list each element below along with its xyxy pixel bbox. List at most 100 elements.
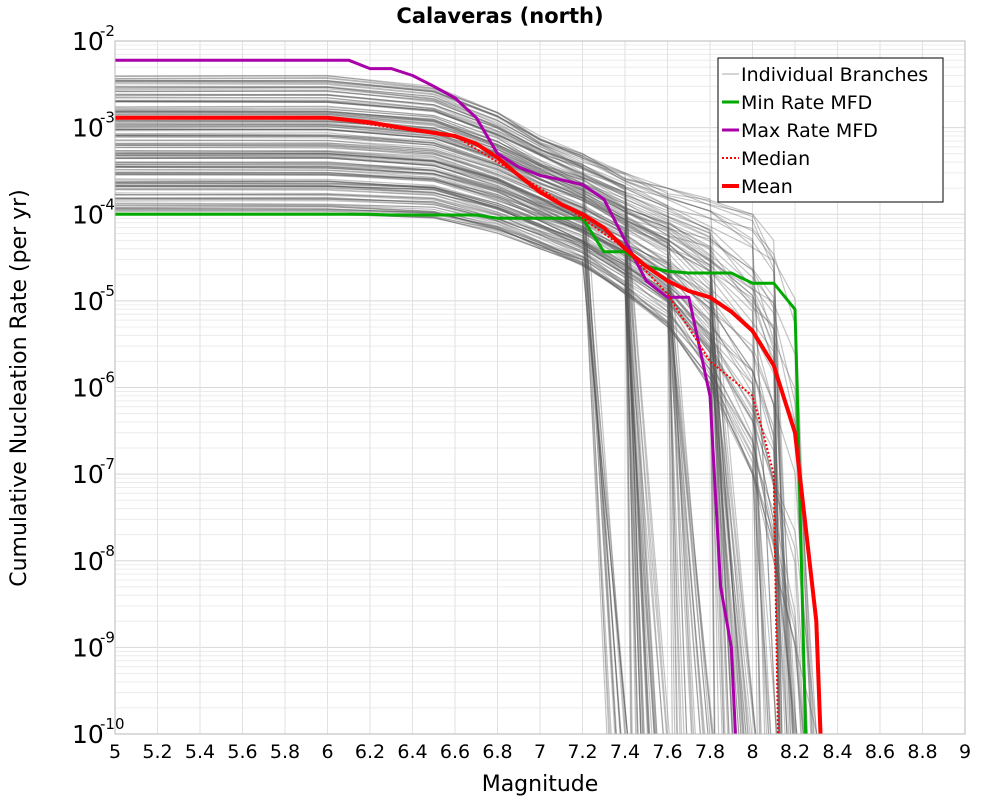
- y-tick-exponent: -6: [100, 369, 115, 387]
- branch-line: [114, 132, 814, 735]
- branch-line: [115, 144, 813, 735]
- branch-line: [114, 90, 792, 735]
- branch-line: [114, 109, 749, 735]
- branch-line: [114, 171, 685, 735]
- branch-line: [114, 197, 642, 735]
- y-tick-exponent: -7: [100, 455, 115, 473]
- branch-line: [114, 83, 618, 735]
- branch-line: [114, 205, 772, 735]
- plot-frame: [114, 40, 966, 735]
- branch-line: [114, 180, 805, 735]
- branch-line: [114, 93, 644, 735]
- branch-line: [114, 202, 628, 735]
- branch-line: [114, 125, 794, 735]
- branch-line: [114, 79, 688, 735]
- series-line-mean: [115, 115, 823, 735]
- x-axis-ticks: 5 5.2 5.4 5.6 5.8 6 6.2 6.4 6.6 6.8 7 7.2 7.4 7.6 7.8 8…: [109, 741, 971, 763]
- chart-title: Calaveras (north): [396, 4, 603, 28]
- branch-line: [114, 163, 622, 735]
- y-tick-exponent: -10: [100, 715, 125, 733]
- branch-line: [114, 179, 747, 735]
- branch-line: [114, 129, 794, 735]
- legend-label-max-rate-mfd: Max Rate MFD: [741, 120, 878, 142]
- x-tick-label: 8: [746, 741, 758, 763]
- branch-line: [114, 184, 656, 735]
- x-tick-label: 8.2: [780, 741, 810, 763]
- branch-line: [115, 114, 664, 735]
- x-tick-label: 7.8: [695, 741, 725, 763]
- x-tick-label: 7.2: [567, 741, 597, 763]
- branch-line: [114, 196, 653, 735]
- branch-line: [114, 134, 673, 735]
- branch-line: [114, 172, 770, 735]
- x-tick-label: 5.2: [142, 741, 172, 763]
- legend-label-mean: Mean: [741, 176, 793, 198]
- y-tick-exponent: -8: [100, 542, 115, 560]
- branch-line: [114, 178, 747, 735]
- branch-line: [114, 189, 796, 735]
- branch-line: [114, 208, 818, 735]
- branch-line: [114, 135, 681, 735]
- y-axis-label: Cumulative Nucleation Rate (per yr): [7, 189, 32, 587]
- branch-line: [114, 166, 650, 735]
- y-tick-base: 10: [72, 374, 104, 403]
- branch-line: [114, 128, 696, 735]
- y-tick-base: 10: [72, 27, 104, 56]
- branch-line: [114, 100, 657, 735]
- x-tick-label: 5.4: [185, 741, 215, 763]
- branch-line: [114, 96, 670, 735]
- branch-line: [114, 198, 804, 735]
- branch-line: [114, 80, 795, 735]
- y-tick-exponent: -9: [100, 628, 115, 646]
- branch-line: [114, 134, 745, 735]
- x-tick-label: 5.6: [227, 741, 257, 763]
- branch-line: [114, 86, 777, 735]
- branch-line: [114, 185, 744, 735]
- branch-line: [115, 169, 632, 735]
- branch-line: [114, 209, 629, 735]
- branch-line: [115, 198, 639, 735]
- x-tick-label: 6.2: [355, 741, 385, 763]
- branch-line: [114, 144, 617, 735]
- branch-line: [114, 101, 781, 735]
- branch-line: [114, 197, 713, 735]
- y-tick-base: 10: [72, 114, 104, 143]
- branch-line: [114, 154, 780, 735]
- branch-line: [114, 94, 781, 735]
- y-tick-exponent: -2: [100, 22, 115, 40]
- branch-line: [114, 93, 644, 735]
- grid: [114, 40, 966, 735]
- branch-line: [114, 86, 617, 735]
- branch-line: [114, 185, 683, 735]
- branch-line: [114, 156, 704, 735]
- branch-line: [114, 173, 611, 735]
- y-tick-base: 10: [72, 200, 104, 229]
- x-tick-label: 8.6: [865, 741, 895, 763]
- series-lines: [115, 58, 823, 735]
- y-tick-base: 10: [72, 547, 104, 576]
- branch-line: [115, 100, 668, 735]
- branch-line: [114, 86, 610, 735]
- branch-line: [114, 180, 786, 735]
- branch-line: [114, 183, 740, 735]
- x-tick-label: 5: [109, 741, 121, 763]
- x-tick-label: 5.8: [270, 741, 300, 763]
- x-tick-label: 8.8: [907, 741, 937, 763]
- branch-line: [114, 101, 733, 735]
- branch-line: [114, 172, 808, 735]
- branch-line: [114, 174, 818, 735]
- branch-line: [114, 134, 761, 735]
- branch-line: [114, 166, 798, 735]
- branch-line: [114, 213, 804, 735]
- branch-line: [115, 100, 650, 735]
- legend-label-individual-branches: Individual Branches: [741, 64, 928, 86]
- y-tick-exponent: -3: [100, 109, 115, 127]
- branch-line: [114, 79, 813, 735]
- x-tick-label: 6.8: [482, 741, 512, 763]
- branch-line: [114, 150, 713, 735]
- branch-line: [114, 123, 730, 735]
- x-tick-label: 6.4: [397, 741, 427, 763]
- branch-line: [114, 182, 725, 735]
- x-tick-label: 7.6: [652, 741, 682, 763]
- branch-line: [114, 204, 628, 735]
